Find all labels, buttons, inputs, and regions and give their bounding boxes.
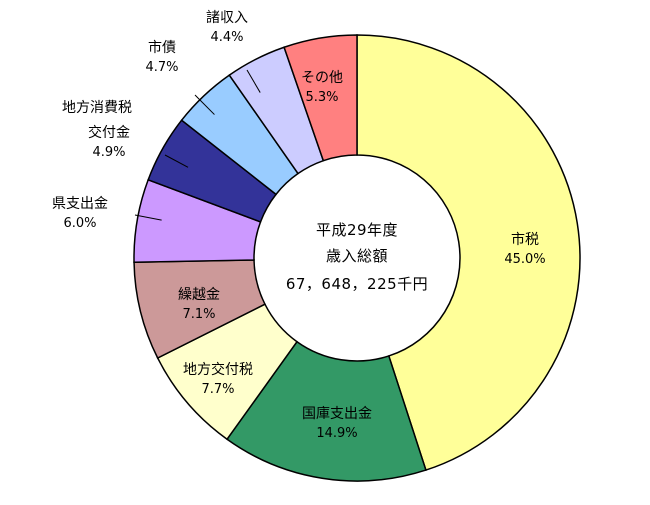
slice-label-0: 市税: [511, 231, 539, 248]
center-text-line-0: 平成29年度: [316, 221, 398, 239]
slice-value-0: 45.0%: [504, 252, 545, 267]
slice-label-3: 繰越金: [178, 287, 220, 303]
slice-value-7: 4.4%: [210, 30, 243, 45]
slice-value-3: 7.1%: [182, 307, 215, 322]
slice-value-6: 4.7%: [145, 60, 178, 75]
slice-label-8: その他: [301, 70, 343, 86]
leader-line-6: [194, 94, 215, 115]
slice-value-2: 7.7%: [201, 382, 234, 397]
slice-8: [283, 34, 358, 162]
slice-value-4: 6.0%: [63, 216, 96, 231]
center-text-line-1: 歳入総額: [326, 247, 388, 265]
slice-label-5-line-0: 地方消費税: [62, 100, 132, 116]
slice-value-8: 5.3%: [305, 90, 338, 105]
slice-label-2: 地方交付税: [183, 361, 253, 378]
slice-label-6: 市債: [148, 39, 176, 56]
slice-label-1: 国庫支出金: [302, 405, 372, 422]
slice-label-5-line-1: 交付金: [88, 124, 130, 141]
slice-label-7: 諸収入: [206, 10, 248, 26]
leader-line-4: [134, 214, 162, 221]
slice-value-1: 14.9%: [316, 426, 357, 441]
slice-label-4: 県支出金: [52, 196, 108, 212]
slice-1: [226, 340, 427, 482]
leader-line-5: [164, 154, 189, 168]
leader-line-7: [246, 69, 261, 93]
slice-0: [356, 34, 581, 472]
slice-value-5: 4.9%: [92, 145, 125, 160]
center-text-line-2: 67，648，225千円: [286, 275, 428, 293]
